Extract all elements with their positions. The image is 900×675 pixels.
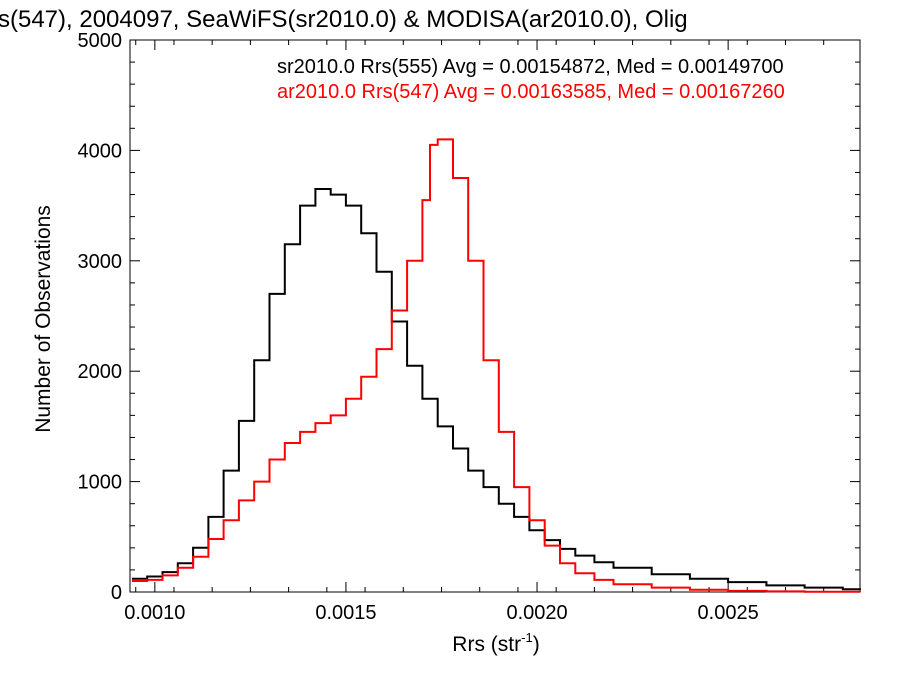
- legend-entry-ar2010: ar2010.0 Rrs(547) Avg = 0.00163585, Med …: [277, 81, 785, 103]
- y-tick-label: 2000: [78, 361, 123, 383]
- plot-border: [129, 39, 861, 593]
- series-line-sr2010: [131, 188, 861, 591]
- series-layer: [131, 138, 861, 593]
- x-axis-label-sup: -1: [521, 630, 533, 645]
- chart-title: rs(547), 2004097, SeaWiFS(sr2010.0) & MO…: [0, 6, 688, 33]
- legend-entry-sr2010: sr2010.0 Rrs(555) Avg = 0.00154872, Med …: [277, 56, 784, 78]
- y-tick-label: 5000: [78, 30, 123, 52]
- x-tick-label: 0.0010: [124, 602, 185, 624]
- x-axis-label-close: ): [533, 633, 540, 656]
- y-tick-label: 4000: [78, 140, 123, 162]
- y-tick-label: 3000: [78, 251, 123, 273]
- x-tick-label: 0.0020: [506, 602, 567, 624]
- series-line-ar2010: [131, 138, 861, 593]
- y-tick-label: 1000: [78, 472, 123, 494]
- plot-frame: [129, 39, 861, 593]
- y-axis-ticks: 0 1000 2000 3000 4000 5000: [78, 30, 860, 604]
- x-axis-label: Rrs (str-1): [452, 630, 539, 656]
- y-tick-label: 0: [111, 582, 122, 604]
- x-tick-label: 0.0015: [315, 602, 376, 624]
- y-axis-label: Number of Observations: [32, 205, 55, 433]
- x-tick-label: 0.0025: [698, 602, 759, 624]
- x-axis-label-main: Rrs (str: [452, 633, 521, 656]
- x-axis-ticks: 0.0010 0.0015 0.0020 0.0025: [124, 40, 825, 624]
